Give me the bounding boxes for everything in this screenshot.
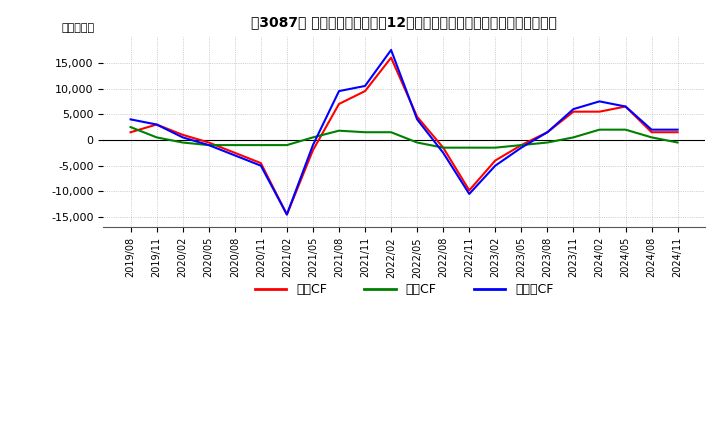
営業CF — [153, 122, 161, 127]
投資CF — [387, 130, 395, 135]
フリーCF — [439, 150, 448, 155]
営業CF — [335, 101, 343, 106]
投資CF — [465, 145, 474, 150]
Title: 【3087】 キャッシュフローの12か月移動合計の対前年同期増減額の推移: 【3087】 キャッシュフローの12か月移動合計の対前年同期増減額の推移 — [251, 15, 557, 29]
投資CF — [673, 140, 682, 145]
Line: 投資CF: 投資CF — [130, 127, 678, 148]
フリーCF — [517, 145, 526, 150]
投資CF — [569, 135, 577, 140]
投資CF — [517, 143, 526, 148]
フリーCF — [204, 143, 213, 148]
フリーCF — [621, 104, 630, 109]
フリーCF — [569, 106, 577, 112]
投資CF — [595, 127, 604, 132]
営業CF — [543, 130, 552, 135]
営業CF — [647, 130, 656, 135]
営業CF — [309, 147, 318, 153]
Text: （百万円）: （百万円） — [61, 23, 94, 33]
Legend: 営業CF, 投資CF, フリーCF: 営業CF, 投資CF, フリーCF — [250, 278, 559, 301]
Line: フリーCF: フリーCF — [130, 50, 678, 214]
投資CF — [543, 140, 552, 145]
営業CF — [204, 140, 213, 145]
フリーCF — [309, 143, 318, 148]
フリーCF — [282, 212, 291, 217]
投資CF — [282, 143, 291, 148]
営業CF — [673, 130, 682, 135]
営業CF — [465, 188, 474, 193]
営業CF — [595, 109, 604, 114]
フリーCF — [179, 135, 187, 140]
投資CF — [647, 135, 656, 140]
フリーCF — [543, 130, 552, 135]
営業CF — [230, 150, 239, 155]
営業CF — [491, 158, 500, 163]
営業CF — [569, 109, 577, 114]
投資CF — [335, 128, 343, 133]
フリーCF — [673, 127, 682, 132]
投資CF — [491, 145, 500, 150]
投資CF — [230, 143, 239, 148]
営業CF — [413, 114, 421, 119]
投資CF — [204, 143, 213, 148]
フリーCF — [595, 99, 604, 104]
投資CF — [309, 135, 318, 140]
投資CF — [439, 145, 448, 150]
営業CF — [517, 143, 526, 148]
営業CF — [361, 88, 369, 94]
フリーCF — [387, 48, 395, 53]
投資CF — [153, 135, 161, 140]
営業CF — [179, 132, 187, 137]
営業CF — [126, 130, 135, 135]
投資CF — [126, 125, 135, 130]
フリーCF — [465, 191, 474, 197]
フリーCF — [153, 122, 161, 127]
フリーCF — [335, 88, 343, 94]
投資CF — [621, 127, 630, 132]
投資CF — [256, 143, 265, 148]
営業CF — [256, 161, 265, 166]
フリーCF — [647, 127, 656, 132]
Line: 営業CF: 営業CF — [130, 58, 678, 214]
フリーCF — [256, 163, 265, 168]
フリーCF — [361, 83, 369, 88]
営業CF — [439, 145, 448, 150]
投資CF — [413, 140, 421, 145]
投資CF — [179, 140, 187, 145]
営業CF — [387, 55, 395, 60]
投資CF — [361, 130, 369, 135]
フリーCF — [491, 163, 500, 168]
営業CF — [621, 104, 630, 109]
フリーCF — [126, 117, 135, 122]
フリーCF — [230, 153, 239, 158]
営業CF — [282, 212, 291, 217]
フリーCF — [413, 117, 421, 122]
